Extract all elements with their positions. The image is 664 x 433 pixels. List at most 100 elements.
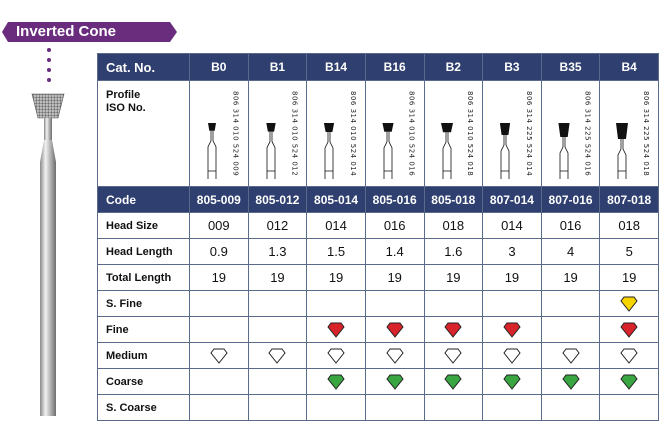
iso-number: 806 314 225 524 016 (583, 91, 592, 177)
grit-cell (540, 368, 601, 395)
grit-cell (364, 368, 425, 395)
grit-cell (423, 316, 484, 343)
grit-diamond-icon (561, 348, 580, 364)
profile-wrap: 806 314 225 524 014 (483, 85, 541, 182)
total-length-cell: 19 (540, 264, 601, 291)
total-length-cell: 19 (482, 264, 542, 291)
total-length-cell: 19 (599, 264, 659, 291)
head-length-cell: 1.3 (247, 238, 308, 265)
connector-dots (47, 48, 51, 82)
iso-number: 806 314 010 524 012 (290, 91, 299, 177)
cat-no-cell: B35 (540, 53, 601, 81)
grit-cell (364, 394, 425, 421)
grit-cell (423, 368, 484, 395)
cat-no-cell: B2 (423, 53, 484, 81)
grit-row: Coarse (97, 368, 659, 395)
grit-cell (306, 316, 366, 343)
grit-cell (247, 342, 308, 369)
grit-label: S. Coarse (97, 394, 190, 421)
grit-cell (423, 342, 484, 369)
grit-cell (247, 368, 308, 395)
grit-cell (482, 394, 542, 421)
code-cell: 805-016 (364, 186, 425, 213)
grit-row: Medium (97, 342, 659, 369)
grit-cell (247, 316, 308, 343)
grit-cell (189, 290, 249, 317)
total-length-cell: 19 (189, 264, 249, 291)
cat-no-cell: B16 (364, 53, 425, 81)
head-size-cell: 009 (189, 212, 249, 239)
grit-cell (482, 290, 542, 317)
grit-cell (423, 290, 484, 317)
grit-diamond-icon (210, 348, 228, 364)
grit-row: S. Coarse (97, 394, 659, 421)
grit-cell (189, 316, 249, 343)
grit-cell (599, 290, 659, 317)
code-cell: 805-014 (306, 186, 366, 213)
grit-diamond-icon (268, 348, 287, 364)
grit-diamond-icon (503, 374, 521, 390)
bur-profile-icon (382, 123, 394, 179)
grit-diamond-icon (386, 348, 404, 364)
profile-cell: 806 314 225 524 014 (482, 80, 542, 187)
grit-diamond-icon (327, 374, 345, 390)
cat-no-cell: B14 (306, 53, 366, 81)
grit-label: Fine (97, 316, 190, 343)
profile-cell: 806 314 010 524 018 (423, 80, 484, 187)
head-size-cell: 014 (306, 212, 366, 239)
profile-wrap: 806 314 225 524 018 (600, 85, 658, 182)
iso-number: 806 314 225 524 014 (524, 91, 533, 177)
iso-number: 806 314 010 524 009 (231, 91, 240, 177)
grit-cell (247, 394, 308, 421)
grit-diamond-icon (444, 322, 462, 338)
grit-diamond-icon (620, 348, 638, 364)
grit-diamond-icon (503, 322, 521, 338)
head-length-label: Head Length (97, 238, 190, 265)
code-row: Code 805-009 805-012 805-014 805-016 805-018… (97, 186, 659, 213)
grit-cell (306, 394, 366, 421)
iso-label-text: ISO No. (106, 102, 146, 114)
grit-cell (540, 342, 601, 369)
grit-cell (364, 290, 425, 317)
profile-wrap: 806 314 010 524 016 (366, 85, 424, 182)
grit-cell (189, 342, 249, 369)
head-size-cell: 018 (599, 212, 659, 239)
grit-cell (599, 342, 659, 369)
profile-cell: 806 314 010 524 012 (247, 80, 308, 187)
iso-number: 806 314 010 524 014 (348, 91, 357, 177)
grit-cell (306, 290, 366, 317)
total-length-label: Total Length (97, 264, 190, 291)
code-cell: 805-018 (423, 186, 484, 213)
code-cell: 807-016 (540, 186, 601, 213)
grit-label: Coarse (97, 368, 190, 395)
head-length-cell: 1.4 (364, 238, 425, 265)
grit-row: Fine (97, 316, 659, 343)
code-cell: 805-012 (247, 186, 308, 213)
bur-profile-icon (440, 123, 453, 179)
grit-cell (540, 290, 601, 317)
grit-diamond-icon (327, 322, 345, 338)
code-cell: 805-009 (189, 186, 249, 213)
cat-no-cell: B1 (247, 53, 308, 81)
grit-diamond-icon (503, 348, 521, 364)
code-cell: 807-018 (599, 186, 659, 213)
head-size-cell: 018 (423, 212, 484, 239)
grit-diamond-icon (386, 322, 404, 338)
bur-profile-icon (558, 123, 570, 179)
product-table: Cat. No. B0 B1 B14 B16 B2 B3 B35 B4 Prof… (97, 53, 659, 421)
head-length-row: Head Length 0.9 1.3 1.5 1.4 1.6 3 4 5 (97, 238, 659, 265)
grit-cell (599, 394, 659, 421)
grit-diamond-icon (327, 348, 345, 364)
code-label: Code (97, 186, 190, 213)
profile-label-text: Profile (106, 89, 141, 101)
cat-no-row: Cat. No. B0 B1 B14 B16 B2 B3 B35 B4 (97, 53, 659, 81)
grit-label: S. Fine (97, 290, 190, 317)
code-cell: 807-014 (482, 186, 542, 213)
bur-profile-icon (265, 123, 276, 179)
grit-diamond-icon (386, 374, 404, 390)
grit-row: S. Fine (97, 290, 659, 317)
grit-diamond-icon (444, 348, 462, 364)
grit-diamond-icon (444, 374, 462, 390)
profile-label: Profile ISO No. (97, 80, 190, 187)
head-size-cell: 012 (247, 212, 308, 239)
